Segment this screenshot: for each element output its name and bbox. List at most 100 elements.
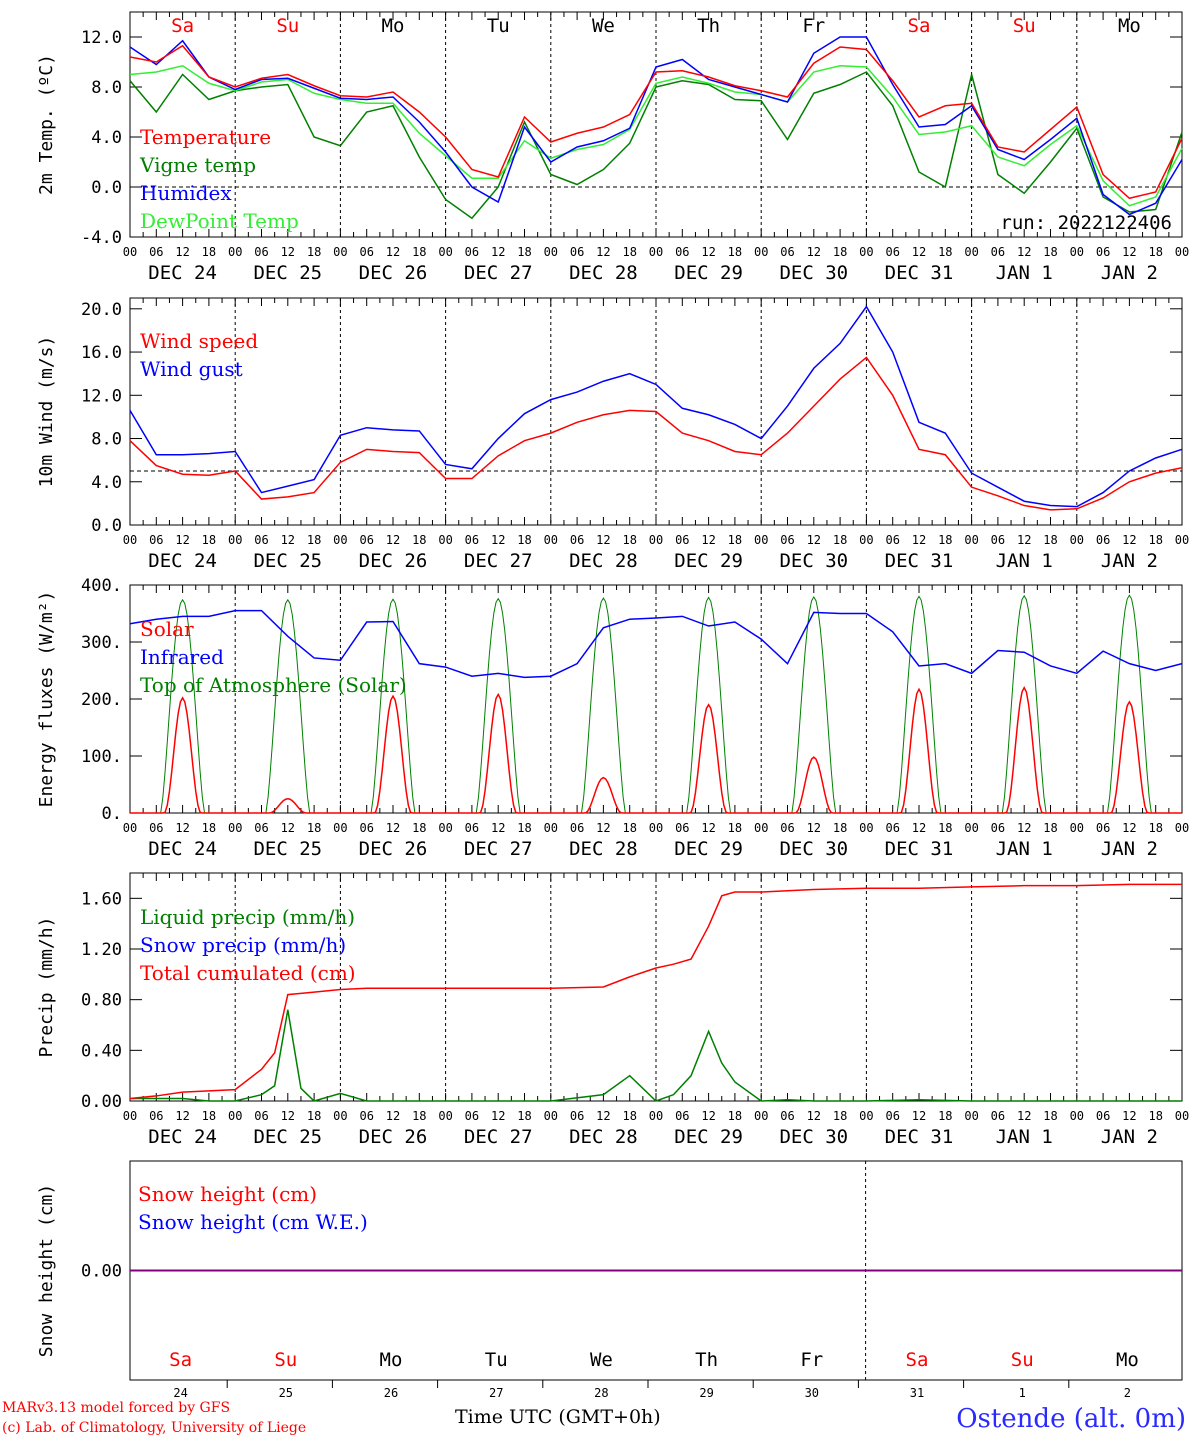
hour-tick-label: 00 (859, 245, 873, 259)
series-line (129, 36, 1183, 216)
hour-tick-label: 06 (885, 821, 899, 835)
hour-tick-label: 18 (517, 533, 531, 547)
date-label: DEC 30 (779, 550, 848, 572)
hour-tick-label: 12 (491, 245, 505, 259)
hour-tick-label: 06 (465, 1109, 479, 1123)
legend-entry: Wind gust (140, 357, 243, 381)
hour-tick-label: 18 (938, 1109, 952, 1123)
y-tick-label: 0.00 (81, 1262, 122, 1282)
hour-tick-label: 06 (149, 245, 163, 259)
day-label: We (592, 15, 615, 37)
date-label: DEC 25 (253, 1126, 322, 1148)
hour-tick-label: 06 (1096, 245, 1110, 259)
hour-tick-label: 00 (1175, 1109, 1189, 1123)
hour-tick-label: 06 (149, 533, 163, 547)
day-label: Su (1013, 15, 1036, 37)
hour-tick-label: 06 (570, 533, 584, 547)
hour-tick-label: 18 (1043, 533, 1057, 547)
day-label: Su (1011, 1349, 1034, 1371)
y-tick-label: -4.0 (81, 228, 122, 248)
hour-tick-label: 06 (780, 245, 794, 259)
y-axis-label: 2m Temp. (ºC) (36, 54, 57, 195)
date-label: DEC 31 (885, 1126, 954, 1148)
hour-tick-label: 18 (938, 533, 952, 547)
legend-entry: Top of Atmosphere (Solar) (140, 673, 407, 697)
hour-tick-label: 18 (1043, 245, 1057, 259)
date-label: DEC 27 (464, 1126, 533, 1148)
hour-tick-label: 18 (833, 1109, 847, 1123)
hour-tick-label: 12 (1017, 821, 1031, 835)
series-line (129, 64, 1183, 207)
y-tick-label: 0. (102, 804, 122, 824)
day-label: Mo (1118, 15, 1141, 37)
hour-tick-label: 06 (359, 245, 373, 259)
hour-tick-label: 06 (675, 245, 689, 259)
series-line (129, 609, 1183, 679)
series-line (129, 305, 1183, 508)
date-label: JAN 2 (1101, 550, 1158, 572)
y-tick-label: 0.40 (81, 1041, 122, 1061)
hour-tick-label: 00 (964, 1109, 978, 1123)
y-tick-label: 8.0 (91, 78, 122, 98)
date-label: DEC 24 (148, 550, 217, 572)
hour-tick-label: 00 (438, 1109, 452, 1123)
date-label: DEC 24 (148, 838, 217, 860)
day-label: We (590, 1349, 613, 1371)
hour-tick-label: 12 (281, 245, 295, 259)
hour-tick-label: 00 (333, 245, 347, 259)
day-label: Mo (1116, 1349, 1139, 1371)
hour-tick-label: 18 (728, 245, 742, 259)
hour-tick-label: 00 (438, 533, 452, 547)
hour-tick-label: 12 (596, 1109, 610, 1123)
y-tick-label: 0.0 (91, 178, 122, 198)
bottom-date-label: 26 (384, 1386, 398, 1400)
hour-tick-label: 18 (307, 245, 321, 259)
hour-tick-label: 12 (1122, 1109, 1136, 1123)
date-label: JAN 1 (996, 550, 1053, 572)
series-line (130, 685, 1182, 814)
legend-entry: Liquid precip (mm/h) (140, 905, 355, 929)
hour-tick-label: 06 (885, 533, 899, 547)
date-label: DEC 25 (253, 838, 322, 860)
hour-tick-label: 12 (912, 821, 926, 835)
hour-tick-label: 18 (412, 533, 426, 547)
hour-tick-label: 00 (228, 245, 242, 259)
hour-tick-label: 00 (123, 821, 137, 835)
y-axis-label: Energy fluxes (W/m²) (36, 591, 57, 808)
date-label: DEC 28 (569, 838, 638, 860)
hour-tick-label: 12 (281, 533, 295, 547)
day-label: Th (695, 1349, 718, 1371)
hour-tick-label: 18 (307, 533, 321, 547)
hour-tick-label: 18 (1043, 1109, 1057, 1123)
hour-tick-label: 18 (622, 533, 636, 547)
y-tick-label: 300. (81, 633, 122, 653)
hour-tick-label: 18 (1043, 821, 1057, 835)
date-label: DEC 31 (885, 262, 954, 284)
y-tick-label: 200. (81, 690, 122, 710)
hour-tick-label: 12 (807, 1109, 821, 1123)
hour-tick-label: 12 (386, 821, 400, 835)
date-label: DEC 29 (674, 1126, 743, 1148)
y-tick-label: 1.20 (81, 940, 122, 960)
hour-tick-label: 00 (859, 1109, 873, 1123)
hour-tick-label: 12 (281, 1109, 295, 1123)
date-label: DEC 29 (674, 838, 743, 860)
hour-tick-label: 18 (1148, 533, 1162, 547)
hour-tick-label: 12 (596, 245, 610, 259)
bottom-date-label: 28 (594, 1386, 608, 1400)
hour-tick-label: 06 (991, 1109, 1005, 1123)
date-label: DEC 26 (359, 1126, 428, 1148)
hour-tick-label: 18 (517, 245, 531, 259)
x-axis-title: Time UTC (GMT+0h) (455, 1406, 661, 1428)
hour-tick-label: 18 (622, 245, 636, 259)
hour-tick-label: 00 (859, 533, 873, 547)
bottom-date-label: 29 (699, 1386, 713, 1400)
hour-tick-label: 18 (622, 1109, 636, 1123)
hour-tick-label: 00 (123, 245, 137, 259)
hour-tick-label: 18 (412, 1109, 426, 1123)
hour-tick-label: 06 (1096, 1109, 1110, 1123)
hour-tick-label: 12 (1017, 533, 1031, 547)
bottom-date-label: 27 (489, 1386, 503, 1400)
hour-tick-label: 00 (754, 821, 768, 835)
